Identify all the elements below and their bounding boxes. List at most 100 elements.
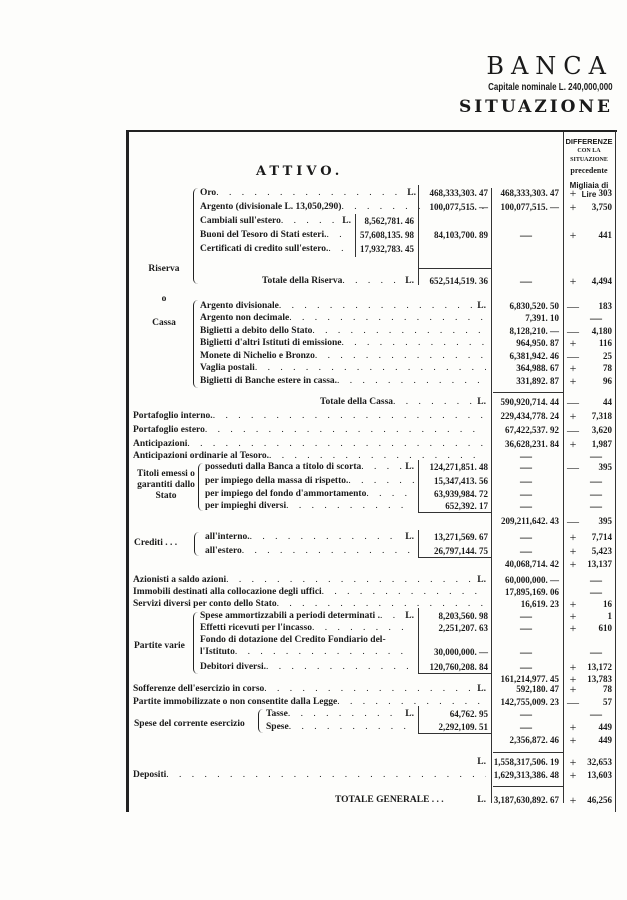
table-row: Portafoglio estero 67,422,537. 92 — 3,620 bbox=[0, 424, 627, 436]
difference-value: — bbox=[590, 487, 602, 501]
difference-value: 32,653 bbox=[587, 757, 612, 767]
total-amount: — bbox=[520, 707, 532, 721]
table-rule bbox=[418, 268, 492, 269]
diff-header-unit: Migliaia di Lire bbox=[569, 181, 609, 199]
row-label-text: Buoni del Tesoro di Stati esteri. bbox=[200, 230, 327, 240]
table-row: Immobili destinati alla collocazione deg… bbox=[0, 586, 627, 598]
total-amount: — bbox=[520, 460, 532, 474]
row-label: Spese ammortizzabili a periodi determina… bbox=[200, 610, 414, 622]
row-label-text: Certificati di credito sull'estero. bbox=[200, 244, 329, 254]
table-row: Tasse L. 64,762. 95 — — bbox=[0, 708, 627, 720]
difference-value: 183 bbox=[598, 301, 613, 311]
row-label-text: Argento (divisionale L. 13,050,290) bbox=[200, 202, 342, 212]
plus-sign: + bbox=[569, 228, 577, 242]
plus-sign: + bbox=[569, 437, 577, 451]
row-label: Argento non decimale bbox=[200, 312, 486, 324]
table-row: Partite immobilizzate o non consentite d… bbox=[0, 696, 627, 708]
difference-value: 303 bbox=[598, 188, 613, 198]
plus-sign: + bbox=[569, 621, 577, 635]
row-label-text: Spese ammortizzabili a periodi determina… bbox=[200, 611, 380, 621]
brace-partite bbox=[193, 612, 198, 674]
table-row: Oro L. 468,333,303. 47 468,333,303. 47 +303 bbox=[0, 187, 627, 199]
row-label-text: Anticipazioni ordinarie al Tesoro. bbox=[133, 451, 270, 461]
row-label: Vaglia postali bbox=[200, 362, 486, 374]
dot-leader bbox=[226, 574, 475, 586]
currency-unit: L. bbox=[477, 397, 486, 407]
dot-leader bbox=[393, 396, 475, 408]
total-amount: 3,187,630,892. 67 bbox=[493, 795, 559, 805]
frame-top-rule bbox=[127, 130, 617, 132]
row-label: Anticipazioni ordinarie al Tesoro. bbox=[133, 450, 486, 462]
difference-value: 13,603 bbox=[587, 770, 612, 780]
amount: 124,271,851. 48 bbox=[429, 462, 489, 472]
row-label: Anticipazioni bbox=[133, 438, 486, 450]
currency-unit: L. bbox=[477, 301, 486, 311]
sub-amount: 17,932,783. 45 bbox=[360, 244, 414, 254]
dot-leader bbox=[315, 350, 486, 362]
amount: 15,347,413. 56 bbox=[434, 476, 488, 486]
row-label-text: Monete di Nichelio e Bronzo bbox=[200, 351, 315, 361]
total-amount: — bbox=[520, 660, 532, 674]
table-row: Anticipazioni 36,628,231. 84 +1,987 bbox=[0, 438, 627, 450]
row-label-text: Argento divisionale bbox=[200, 301, 279, 311]
table-rule bbox=[418, 673, 492, 674]
difference-value: 3,620 bbox=[591, 425, 612, 435]
difference-value: 16 bbox=[603, 599, 612, 609]
row-label: Portafoglio interno. bbox=[133, 410, 486, 422]
dot-leader bbox=[289, 721, 414, 733]
table-row: Anticipazioni ordinarie al Tesoro. — — bbox=[0, 450, 627, 462]
sub-amount: 57,608,135. 98 bbox=[360, 230, 414, 240]
dot-leader bbox=[277, 598, 486, 610]
table-row: Vaglia postali 364,988. 67 +78 bbox=[0, 362, 627, 374]
dot-leader bbox=[216, 187, 405, 199]
row-label: Totale della Riserva L. bbox=[262, 275, 414, 287]
row-label-text: Fondo di dotazione del Credito Fondiario… bbox=[200, 635, 386, 645]
difference-value: 441 bbox=[598, 230, 613, 240]
diff-header-line4: precedente bbox=[570, 166, 608, 175]
plus-sign: + bbox=[569, 609, 577, 623]
table-row: Depositi 1,629,313,386. 48 +13,603 bbox=[0, 769, 627, 781]
dot-leader bbox=[264, 683, 475, 695]
plus-sign: + bbox=[569, 274, 577, 288]
table-row: Monete di Nichelio e Bronzo 6,381,942. 46… bbox=[0, 350, 627, 362]
total-amount: 6,381,942. 46 bbox=[509, 351, 560, 361]
row-label: Biglietti d'altri Istituti di emissione bbox=[200, 337, 486, 349]
row-label-text: all'estero bbox=[205, 546, 242, 556]
row-label: Cambiali sull'estero L. bbox=[200, 215, 351, 227]
table-row: L. 1,558,317,506. 19 +32,653 bbox=[0, 756, 627, 768]
row-label: Totale della Cassa L. bbox=[320, 396, 486, 408]
difference-value: 4,180 bbox=[591, 326, 612, 336]
amount: 652,392. 17 bbox=[445, 501, 488, 511]
group-label-o: o bbox=[161, 294, 167, 304]
table-rule bbox=[418, 185, 419, 285]
difference-value: 395 bbox=[598, 516, 613, 526]
difference-value: 3,750 bbox=[591, 202, 612, 212]
table-row: Spese 2,292,109. 51 — +449 bbox=[0, 721, 627, 733]
minus-sign: — bbox=[567, 324, 579, 338]
amount: 8,203,560. 98 bbox=[438, 611, 489, 621]
row-label-text: l'Istituto bbox=[200, 647, 235, 657]
total-amount: — bbox=[520, 274, 532, 288]
amount: 30,000,000. — bbox=[434, 647, 488, 657]
diff-header-line1: DIFFERENZE bbox=[565, 137, 613, 146]
total-amount: 17,895,169. 06 bbox=[505, 587, 559, 597]
minus-sign: — bbox=[567, 514, 579, 528]
row-label-text: posseduti dalla Banca a titolo di scorta bbox=[205, 462, 362, 472]
row-label-text: Effetti ricevuti per l'incasso bbox=[200, 623, 312, 633]
total-amount: 964,950. 87 bbox=[516, 338, 559, 348]
dot-leader bbox=[255, 362, 486, 374]
table-row: Fondo di dotazione del Credito Fondiario… bbox=[0, 634, 627, 646]
difference-value: — bbox=[590, 645, 602, 659]
total-amount: 590,920,714. 44 bbox=[500, 397, 560, 407]
row-label: TOTALE GENERALE . . . L. bbox=[335, 794, 486, 806]
dot-leader bbox=[348, 475, 414, 487]
table-row: Totale della Cassa L. 590,920,714. 44 — 44 bbox=[0, 396, 627, 408]
difference-value: 449 bbox=[598, 735, 613, 745]
total-amount: — bbox=[520, 609, 532, 623]
plus-sign: + bbox=[569, 768, 577, 782]
row-label: Argento (divisionale L. 13,050,290) bbox=[200, 201, 486, 213]
amount: 652,514,519. 36 bbox=[429, 276, 489, 286]
amount: 2,292,109. 51 bbox=[438, 722, 489, 732]
dot-leader bbox=[289, 312, 486, 324]
brace-crediti bbox=[194, 532, 199, 556]
